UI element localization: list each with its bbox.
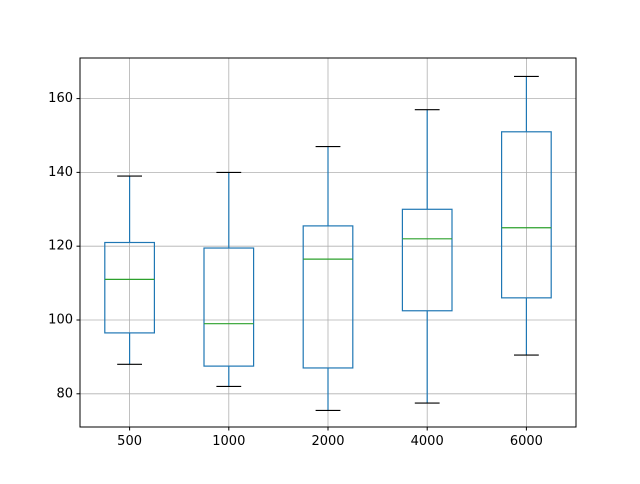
axis-ticks: 80 100 120 140 160 500 1000 2000 4000 6000 [48, 91, 543, 449]
box-group-2000 [302, 146, 354, 411]
x-tick-label-6000: 6000 [510, 434, 543, 449]
iqr-box [302, 225, 354, 369]
y-tick-label-100: 100 [48, 312, 73, 327]
y-tick-label-120: 120 [48, 239, 73, 254]
iqr-box [104, 241, 156, 334]
box-group-1000 [203, 171, 255, 387]
x-tick-label-4000: 4000 [411, 434, 444, 449]
x-tick-label-2000: 2000 [311, 434, 344, 449]
y-tick-label-140: 140 [48, 165, 73, 180]
iqr-box [401, 208, 453, 312]
iqr-box [501, 131, 552, 299]
x-tick-label-500: 500 [117, 434, 142, 449]
y-tick-label-160: 160 [48, 91, 73, 106]
x-tick-label-1000: 1000 [212, 434, 245, 449]
box-group-4000 [401, 109, 453, 404]
boxes [104, 75, 552, 411]
iqr-box [203, 247, 255, 367]
box-group-500 [104, 175, 156, 365]
y-tick-label-80: 80 [56, 386, 73, 401]
box-group-6000 [501, 75, 552, 356]
